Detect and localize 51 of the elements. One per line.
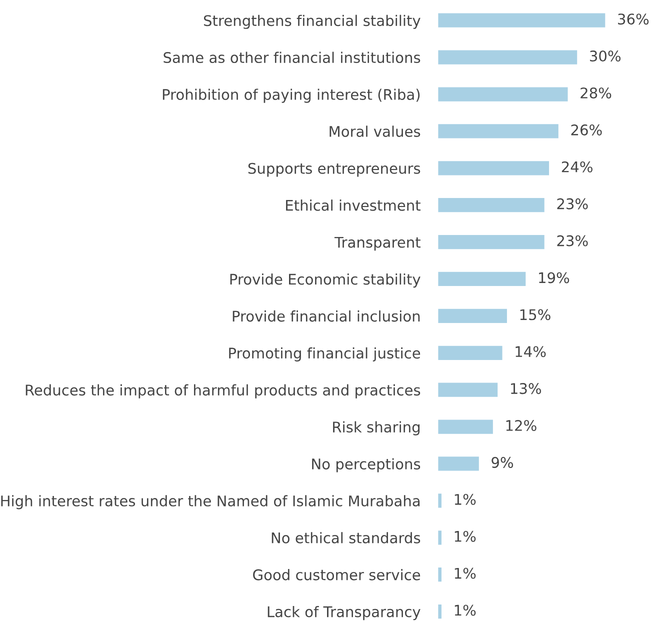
bar (438, 234, 546, 251)
data-label: 1% (454, 494, 476, 505)
y-tick-label: Transparent (334, 236, 420, 251)
bar (438, 160, 550, 177)
y-tick-label: Ethical investment (286, 200, 420, 211)
bar (438, 86, 570, 103)
bar (438, 492, 443, 510)
data-label: 1% (454, 568, 476, 579)
bar (438, 418, 494, 436)
data-label: 9% (492, 456, 514, 468)
data-label: 19% (539, 272, 570, 284)
y-tick-label: Provide financial inclusion (232, 310, 420, 322)
bar (438, 307, 508, 324)
data-label: 23% (557, 198, 588, 210)
y-tick-label: Risk sharing (333, 421, 420, 436)
y-tick-label: Strengthens financial stability (204, 14, 420, 29)
data-label: 36% (618, 14, 649, 25)
data-label: 28% (580, 87, 612, 98)
bar (438, 529, 443, 546)
y-tick-label: Provide Economic stability (230, 273, 420, 288)
y-tick-label: Reduces the impact of harmful products and practices (26, 384, 420, 398)
bar (438, 48, 578, 66)
data-label: 14% (516, 346, 546, 358)
bar (438, 455, 480, 472)
y-tick-label: No ethical standards (272, 532, 420, 544)
y-tick-label: Promoting financial justice (229, 347, 420, 362)
data-label: 24% (562, 161, 592, 172)
bar (438, 566, 443, 584)
bar (438, 603, 443, 620)
y-tick-label: No perceptions (312, 458, 420, 472)
data-label: 23% (557, 235, 588, 246)
y-tick-label: Lack of Transparancy (268, 606, 420, 620)
y-tick-label: High interest rates under the Named of Islamic Murabaha (1, 495, 420, 510)
data-label: 13% (511, 383, 542, 394)
bar (438, 344, 504, 362)
bar (438, 196, 546, 214)
y-tick-label: Prohibition of paying interest (Riba) (162, 88, 420, 103)
bar (438, 381, 499, 398)
data-label: 12% (506, 420, 536, 432)
data-label: 26% (571, 124, 602, 136)
y-tick-label: Good customer service (253, 569, 420, 580)
y-tick-label: Moral values (330, 126, 420, 137)
data-label: 15% (520, 309, 550, 320)
data-label: 1% (454, 530, 476, 542)
data-label: 1% (454, 604, 476, 616)
bar (438, 122, 560, 140)
data-label: 30% (590, 50, 621, 62)
y-tick-label: Supports entrepreneurs (248, 162, 420, 177)
bar (438, 12, 607, 29)
y-tick-label: Same as other financial institutions (164, 52, 420, 64)
bar (438, 270, 528, 288)
